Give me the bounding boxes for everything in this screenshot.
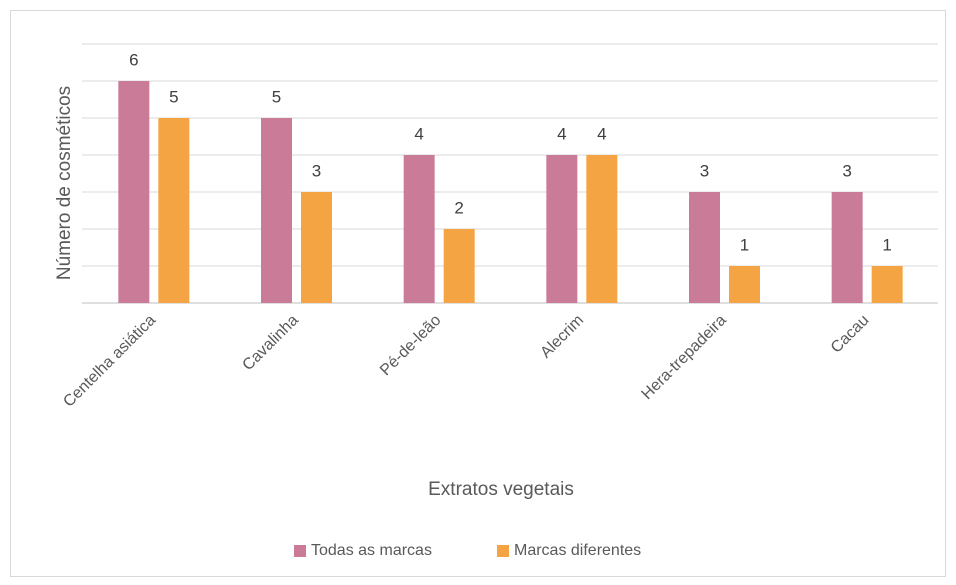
bar (831, 192, 863, 303)
data-label: 3 (842, 161, 851, 180)
bar (261, 118, 292, 303)
bar (871, 266, 903, 303)
legend-label: Todas as marcas (311, 542, 432, 559)
bar (546, 155, 578, 303)
bar (689, 192, 720, 303)
bar (729, 266, 760, 303)
bar (118, 81, 150, 303)
data-label: 3 (312, 161, 321, 180)
bar (443, 229, 475, 303)
data-label: 5 (169, 87, 178, 106)
data-label: 4 (557, 124, 566, 143)
data-label: 4 (597, 124, 606, 143)
data-label: 3 (700, 161, 709, 180)
legend-label: Marcas diferentes (514, 542, 641, 559)
data-label: 4 (414, 124, 423, 143)
data-label: 5 (272, 87, 281, 106)
data-label: 1 (882, 235, 891, 254)
data-label: 2 (454, 198, 463, 217)
legend-swatch (294, 545, 306, 557)
bar (586, 155, 618, 303)
data-label: 1 (740, 235, 749, 254)
bar (403, 155, 435, 303)
legend-swatch (497, 545, 509, 557)
x-axis-title: Extratos vegetais (428, 479, 574, 500)
bar (158, 118, 190, 303)
bar (301, 192, 332, 303)
data-label: 6 (129, 50, 138, 69)
y-axis-title: Número de cosméticos (54, 86, 75, 280)
